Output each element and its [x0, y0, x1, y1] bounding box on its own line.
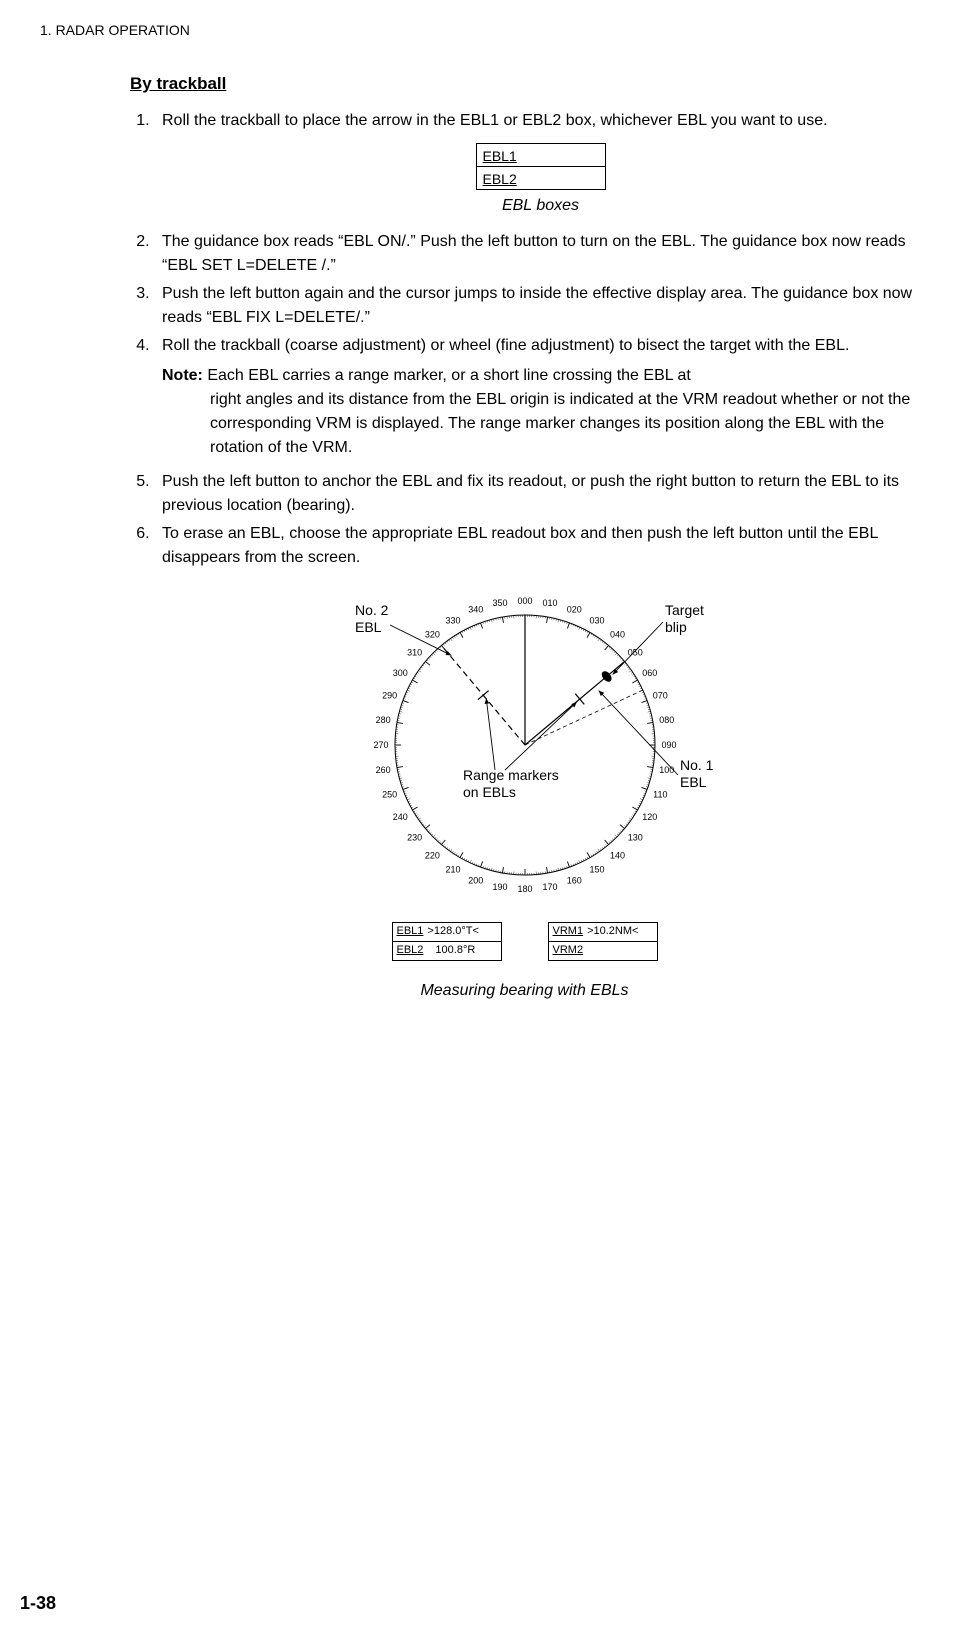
- ebl-readout-col: EBL1 >128.0°T< EBL2 100.8°R: [392, 922, 502, 961]
- svg-text:EBL: EBL: [355, 619, 382, 635]
- svg-text:180: 180: [517, 884, 532, 894]
- step-1: Roll the trackball to place the arrow in…: [154, 109, 919, 218]
- svg-text:140: 140: [610, 850, 625, 860]
- steps-list: Roll the trackball to place the arrow in…: [130, 109, 919, 570]
- page-number: 1-38: [20, 1590, 56, 1612]
- step-1-text: Roll the trackball to place the arrow in…: [162, 112, 828, 129]
- compass-diagram: 0000100200300400500600700800901001101201…: [130, 580, 919, 1003]
- note-body: right angles and its distance from the E…: [210, 388, 919, 460]
- svg-text:090: 090: [661, 740, 676, 750]
- svg-text:on EBLs: on EBLs: [463, 784, 516, 800]
- ebl1-readout: EBL1 >128.0°T<: [392, 922, 502, 942]
- svg-text:040: 040: [610, 629, 625, 639]
- ebl-boxes-graphic: EBL1 EBL2: [476, 143, 606, 190]
- svg-text:210: 210: [445, 864, 460, 874]
- svg-text:350: 350: [492, 598, 507, 608]
- step-2: The guidance box reads “EBL ON/.” Push t…: [154, 230, 919, 278]
- svg-text:070: 070: [652, 690, 667, 700]
- svg-text:No. 2: No. 2: [355, 602, 389, 618]
- svg-text:260: 260: [375, 765, 390, 775]
- page-header: 1. RADAR OPERATION: [40, 20, 929, 41]
- svg-text:230: 230: [407, 832, 422, 842]
- svg-text:010: 010: [542, 598, 557, 608]
- ebl1-box: EBL1: [476, 143, 606, 167]
- step-4-text: Roll the trackball (coarse adjustment) o…: [162, 337, 849, 354]
- svg-text:160: 160: [566, 875, 581, 885]
- ebl2-box: EBL2: [476, 167, 606, 190]
- vrm2-readout-label: VRM2: [553, 942, 584, 959]
- compass-svg: 0000100200300400500600700800901001101201…: [295, 580, 755, 900]
- content-block: By trackball Roll the trackball to place…: [130, 71, 919, 1003]
- svg-text:000: 000: [517, 596, 532, 606]
- vrm1-readout-label: VRM1: [553, 923, 584, 940]
- svg-text:030: 030: [589, 615, 604, 625]
- note-label: Note:: [162, 367, 203, 384]
- vrm1-readout: VRM1 >10.2NM<: [548, 922, 658, 942]
- svg-text:Range markers: Range markers: [463, 767, 559, 783]
- svg-text:200: 200: [468, 875, 483, 885]
- step-3: Push the left button again and the curso…: [154, 282, 919, 330]
- diagram-caption: Measuring bearing with EBLs: [130, 979, 919, 1003]
- svg-text:150: 150: [589, 864, 604, 874]
- readout-row: EBL1 >128.0°T< EBL2 100.8°R VRM1 >10.2NM…: [130, 922, 919, 961]
- svg-text:340: 340: [468, 604, 483, 614]
- svg-text:170: 170: [542, 881, 557, 891]
- svg-text:100: 100: [659, 765, 674, 775]
- step-6: To erase an EBL, choose the appropriate …: [154, 522, 919, 570]
- svg-text:060: 060: [642, 668, 657, 678]
- svg-text:220: 220: [424, 850, 439, 860]
- ebl2-readout: EBL2 100.8°R: [392, 942, 502, 961]
- svg-text:190: 190: [492, 881, 507, 891]
- ebl1-readout-value: >128.0°T<: [427, 923, 479, 940]
- svg-text:300: 300: [392, 668, 407, 678]
- svg-text:270: 270: [373, 740, 388, 750]
- vrm2-readout: VRM2: [548, 942, 658, 961]
- svg-text:290: 290: [382, 690, 397, 700]
- svg-text:320: 320: [424, 629, 439, 639]
- svg-text:250: 250: [382, 789, 397, 799]
- svg-text:310: 310: [407, 647, 422, 657]
- svg-text:No. 1: No. 1: [680, 757, 714, 773]
- svg-text:120: 120: [642, 812, 657, 822]
- svg-text:EBL: EBL: [680, 774, 707, 790]
- ebl2-readout-value: 100.8°R: [435, 942, 475, 959]
- svg-text:280: 280: [375, 714, 390, 724]
- svg-text:240: 240: [392, 812, 407, 822]
- note-block: Note: Each EBL carries a range marker, o…: [162, 364, 919, 460]
- ebl-boxes-caption: EBL boxes: [162, 194, 919, 218]
- svg-text:330: 330: [445, 615, 460, 625]
- vrm1-readout-value: >10.2NM<: [587, 923, 638, 940]
- section-subtitle: By trackball: [130, 71, 919, 97]
- step-4: Roll the trackball (coarse adjustment) o…: [154, 334, 919, 460]
- svg-text:Target: Target: [665, 602, 704, 618]
- vrm-readout-col: VRM1 >10.2NM< VRM2: [548, 922, 658, 961]
- note-first-line: Each EBL carries a range marker, or a sh…: [207, 367, 691, 384]
- svg-text:130: 130: [627, 832, 642, 842]
- svg-text:110: 110: [653, 789, 667, 799]
- svg-text:blip: blip: [665, 619, 687, 635]
- ebl1-readout-label: EBL1: [397, 923, 424, 940]
- svg-text:020: 020: [566, 604, 581, 614]
- step-5: Push the left button to anchor the EBL a…: [154, 470, 919, 518]
- ebl2-readout-label: EBL2: [397, 942, 424, 959]
- svg-text:080: 080: [659, 714, 674, 724]
